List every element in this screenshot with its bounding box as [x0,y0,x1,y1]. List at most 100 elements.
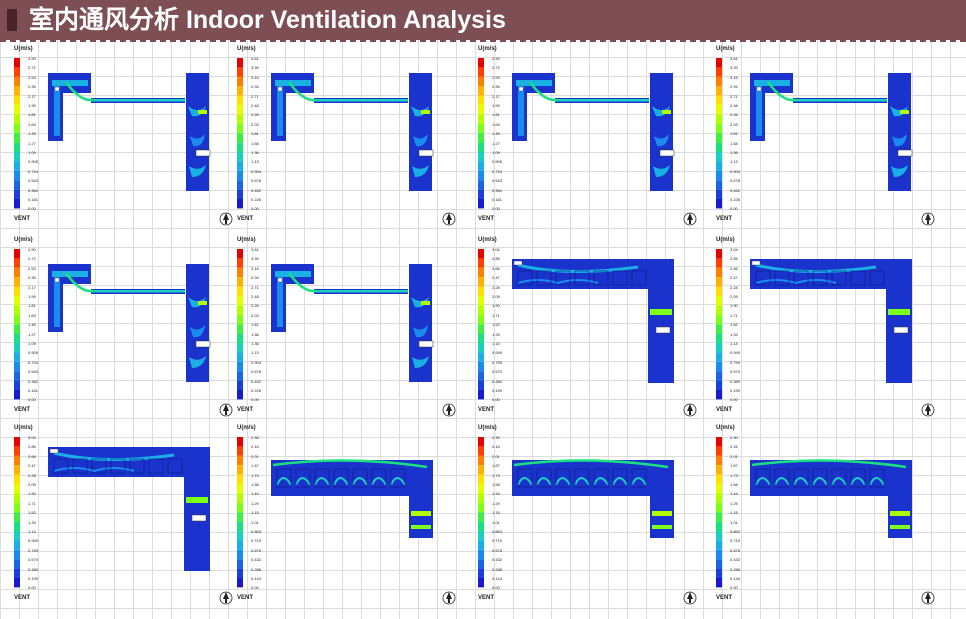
legend-tick-label: 2.66 [492,265,500,271]
legend-swatch [14,86,20,96]
legend-tick-label: 1.81 [28,303,36,309]
legend-tick-label: 0.00 [251,585,259,591]
panel-graphic [14,58,233,226]
legend-swatch [478,286,484,296]
legend-tick-label: 1.15 [730,510,738,516]
legend-swatch [14,249,20,259]
legend-tick-label: 1.58 [251,482,259,487]
legend-tick-label: 2.48 [251,103,259,108]
legend-swatch [237,380,243,390]
legend-unit-label: U(m/s) [716,237,735,243]
legend-swatch [716,493,722,503]
legend-swatch [14,371,20,381]
vent-label: VENT [14,407,31,413]
legend-tick-label: 1.90 [730,303,738,309]
legend-swatch [478,493,484,503]
legend-tick-label: 2.17 [492,93,500,99]
legend-tick-label: 1.27 [492,140,500,146]
legend-tick-label: 0.181 [28,388,39,393]
legend-swatch [14,568,20,578]
legend-tick-label: 1.99 [492,103,500,108]
legend-unit-label: U(m/s) [237,237,256,243]
legend-swatch [14,549,20,560]
legend-tick-label: 2.28 [730,284,738,290]
legend-swatch [716,286,722,296]
legend-swatch [716,296,722,306]
legend-tick-label: 1.58 [730,482,738,487]
legend-tick-label: 0.719 [492,538,503,544]
legend-tick-label: 0.863 [730,529,741,534]
legend-swatch [478,277,484,287]
legend-swatch [478,249,484,259]
panel-graphic [237,437,456,605]
vent-label: VENT [14,216,31,222]
legend-swatch [478,67,484,77]
floor-plan-c [750,459,912,538]
legend-swatch [716,314,722,325]
legend-tick-label: 0.570 [28,557,39,563]
page-title: 室内通风分析 Indoor Ventilation Analysis [29,6,506,34]
legend-swatch [716,371,722,381]
legend-tick-label: 2.94 [251,84,259,90]
legend-swatch [478,390,484,400]
panel-graphic [716,58,935,226]
legend-swatch [237,371,243,381]
legend-swatch [478,371,484,381]
legend-swatch [478,568,484,578]
legend-swatch [237,249,243,259]
legend-tick-label: 1.58 [251,331,259,337]
legend-swatch [716,502,722,513]
legend-swatch [478,465,484,475]
legend-tick-label: 0.190 [730,388,741,393]
legend-tick-label: 1.13 [251,350,259,356]
legend-swatch [14,390,20,400]
legend-swatch [237,390,243,400]
legend-unit-label: U(m/s) [14,46,33,52]
vent-label: VENT [478,407,495,413]
legend-swatch [716,152,722,162]
legend-tick-label: 0.949 [28,538,39,544]
vent-label: VENT [478,595,495,601]
legend-tick-label: 1.29 [492,500,500,506]
legend-tick-label: 0.719 [730,538,741,544]
ventilation-panel: U(m/s) 2.90 2.72 2.53 2.35 2.17 1.99 1.81 1.63 1.… [14,46,250,232]
legend-tick-label: 1.13 [730,159,738,165]
legend-tick-label: 1.29 [251,500,259,506]
legend-swatch [237,512,243,522]
legend-swatch [716,380,722,390]
legend-tick-label: 1.90 [492,303,500,309]
legend-swatch [716,105,722,115]
legend-tick-label: 0.00 [492,585,500,591]
legend-tick-label: 1.81 [492,112,500,118]
legend-tick-label: 2.09 [28,482,36,487]
legend-tick-label: 1.73 [251,472,259,478]
legend-tick-label: 0.863 [251,529,262,534]
legend-tick-label: 1.71 [492,312,500,318]
legend-tick-label: 0.543 [492,178,503,184]
legend-swatch [14,493,20,503]
legend-tick-label: 0.288 [492,566,503,572]
legend-swatch [478,531,484,541]
legend-swatch [14,114,20,124]
legend-tick-label: 2.48 [251,294,259,299]
vent-label: VENT [14,595,31,601]
legend-tick-label: 3.04 [28,435,36,440]
legend-swatch [478,161,484,171]
legend-tick-label: 0.00 [492,206,500,212]
legend-tick-label: 2.30 [492,435,500,440]
legend-unit-label: U(m/s) [478,237,497,243]
legend-swatch [14,296,20,306]
legend-swatch [14,437,20,447]
legend-tick-label: 2.26 [251,303,259,309]
legend-tick-label: 1.15 [251,510,259,516]
ventilation-panel: U(m/s) 3.61 3.39 3.16 2.94 2.71 2.48 2.26 2.03 1.… [237,237,473,423]
legend-swatch [237,114,243,124]
north-arrow-icon [442,591,456,605]
legend-tick-label: 0.543 [28,369,39,375]
legend-tick-label: 1.52 [28,510,36,516]
legend-swatch [237,123,243,134]
legend-swatch [237,568,243,578]
north-arrow-icon [921,212,935,226]
legend-tick-label: 2.53 [492,74,500,80]
legend-swatch [14,142,20,152]
